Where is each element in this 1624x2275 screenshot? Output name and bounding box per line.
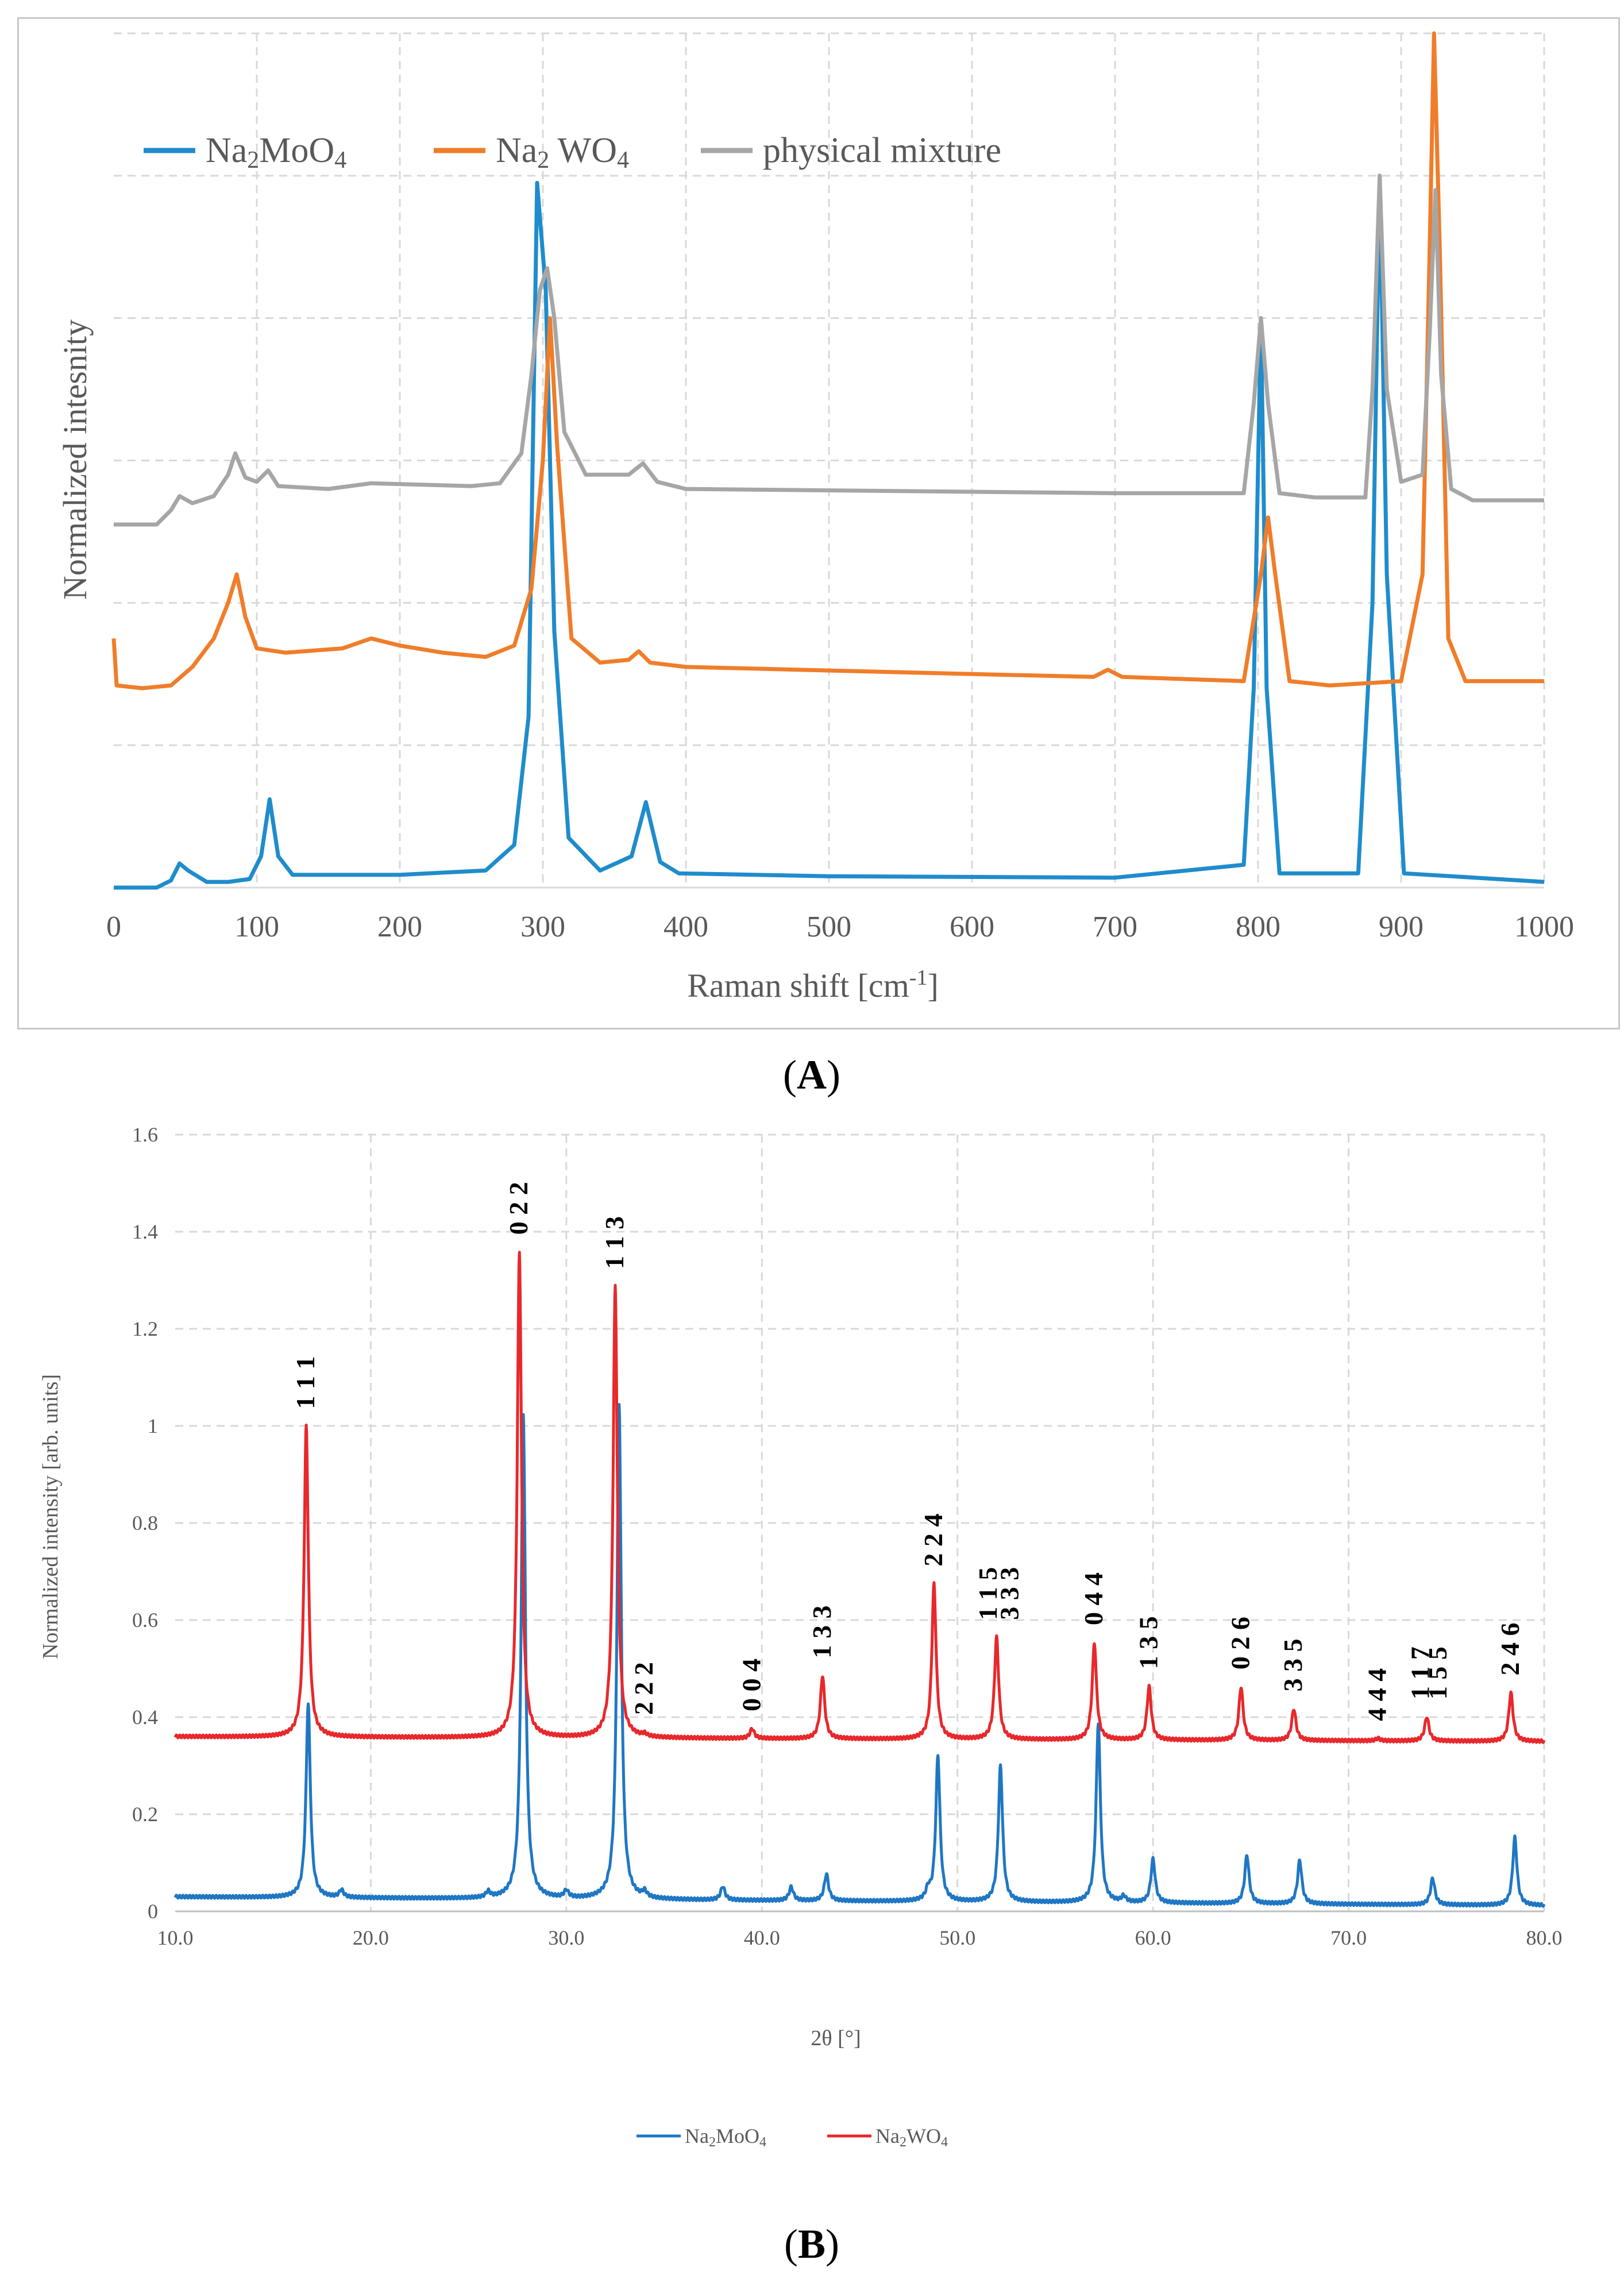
a-x-tick-300: 300 (520, 911, 565, 943)
b-y-tick-0.6: 0.6 (132, 1609, 158, 1632)
hkl-label-026: 0 2 6 (1225, 1617, 1255, 1669)
b-series-line-na2wo4 (173, 1251, 1546, 1744)
panel-b-hkl-annotations: 1 1 1 0 2 2 1 1 3 2 2 2 0 0 4 1 3 3 2 2 4 1 1 5… (291, 1182, 1525, 1721)
b-x-tick-40.0: 40.0 (744, 1926, 780, 1949)
panel-b-gridlines (175, 1133, 1545, 1912)
legend-label-physical-mixture: physical mixture (763, 131, 1001, 170)
a-x-tick-100: 100 (234, 911, 279, 943)
legend-b-label-na2wo4: Na2WO4 (875, 2124, 948, 2150)
b-x-tick-70.0: 70.0 (1330, 1926, 1367, 1949)
hkl-label-222: 2 2 2 (629, 1662, 658, 1715)
a-x-tick-500: 500 (807, 911, 851, 943)
panel-b-legend: Na2MoO4 Na2WO4 (637, 2124, 948, 2150)
hkl-label-335: 3 3 5 (1278, 1638, 1307, 1691)
b-y-tick-0.8: 0.8 (132, 1511, 158, 1534)
a-x-tick-800: 800 (1236, 911, 1280, 943)
b-x-tick-80.0: 80.0 (1526, 1926, 1563, 1949)
b-x-tick-50.0: 50.0 (939, 1926, 975, 1949)
panel-b-letter: B (797, 2221, 826, 2267)
a-x-tick-900: 900 (1379, 911, 1424, 943)
a-series-line-na2wo4 (111, 31, 1544, 691)
a-xlabel-main: Raman shift [cm (687, 967, 909, 1004)
b-series-line-na2moo4 (173, 1403, 1546, 1908)
hkl-label-044: 0 4 4 (1079, 1572, 1108, 1625)
panel-a-x-axis-label: Raman shift [cm-1] (687, 966, 939, 1004)
b-y-tick-0: 0 (148, 1900, 158, 1923)
panel-b-y-tick-labels: 0 0.2 0.4 0.6 0.8 1 1.2 1.4 1.6 (132, 1123, 158, 1923)
panel-a-frame (17, 17, 1620, 1029)
hkl-label-224: 2 2 4 (919, 1514, 948, 1567)
a-x-tick-200: 200 (377, 911, 422, 943)
hkl-label-111: 1 1 1 (291, 1356, 320, 1409)
hkl-label-115: 1 1 5 (973, 1567, 1002, 1620)
hkl-label-022: 0 2 2 (504, 1182, 533, 1235)
hkl-label-246: 2 4 6 (1495, 1622, 1525, 1675)
b-y-tick-1.2: 1.2 (132, 1317, 158, 1340)
b-x-tick-60.0: 60.0 (1135, 1926, 1171, 1949)
a-x-tick-400: 400 (664, 911, 708, 943)
a-x-tick-1000: 1000 (1514, 911, 1574, 943)
panel-b-x-axis-label: 2θ [°] (811, 2026, 861, 2050)
panel-a-letter: A (797, 1052, 827, 1098)
a-series-line-physical-mixture (114, 173, 1544, 527)
hkl-label-135: 1 3 5 (1133, 1616, 1163, 1669)
legend-label-na2wo4: Na2 WO4 (496, 131, 629, 173)
panel-a-x-tick-labels: 0 100 200 300 400 500 600 700 800 900 1000 (106, 911, 1574, 943)
b-x-tick-10.0: 10.0 (157, 1926, 194, 1949)
panel-b-series (173, 1251, 1546, 1908)
hkl-label-117: 1 1 7 (1406, 1647, 1435, 1699)
b-y-tick-0.4: 0.4 (132, 1706, 158, 1729)
hkl-label-113: 1 1 3 (600, 1216, 629, 1269)
a-series-line-na2moo4 (114, 173, 1545, 890)
a-x-tick-600: 600 (950, 911, 994, 943)
hkl-label-133: 1 3 3 (807, 1606, 836, 1659)
panel-b-caption: (B) (784, 2221, 839, 2267)
b-y-tick-1.6: 1.6 (132, 1123, 158, 1146)
panel-a-gridlines (114, 32, 1545, 889)
hkl-label-444: 4 4 4 (1363, 1668, 1392, 1721)
legend-b-label-na2moo4: Na2MoO4 (685, 2124, 766, 2150)
a-x-tick-700: 700 (1093, 911, 1137, 943)
b-x-tick-30.0: 30.0 (548, 1926, 584, 1949)
legend-label-na2moo4: Na2MoO4 (206, 131, 346, 173)
panel-a-caption: (A) (783, 1052, 840, 1098)
hkl-label-004: 0 0 4 (736, 1659, 766, 1711)
panel-a-y-axis-label: Normalized intesnity (56, 319, 94, 600)
b-y-tick-0.2: 0.2 (132, 1803, 158, 1826)
hkl-label-333: 3 3 3 (995, 1567, 1024, 1620)
b-x-tick-20.0: 20.0 (353, 1926, 389, 1949)
b-y-tick-1: 1 (148, 1414, 158, 1437)
hkl-label-155: 1 5 5 (1423, 1647, 1452, 1699)
panel-a-legend: Na2MoO4 Na2 WO4 physical mixture (144, 131, 1001, 173)
b-y-tick-1.4: 1.4 (132, 1220, 158, 1243)
a-xlabel-sup: -1 (909, 966, 928, 990)
panel-a-series (111, 31, 1545, 890)
a-xlabel-tail: ] (927, 967, 938, 1004)
panel-b-y-axis-label: Normalized intensity [arb. units] (38, 1374, 63, 1659)
a-x-tick-0: 0 (106, 911, 121, 943)
panel-b-x-tick-labels: 10.0 20.0 30.0 40.0 50.0 60.0 70.0 80.0 (157, 1926, 1563, 1949)
